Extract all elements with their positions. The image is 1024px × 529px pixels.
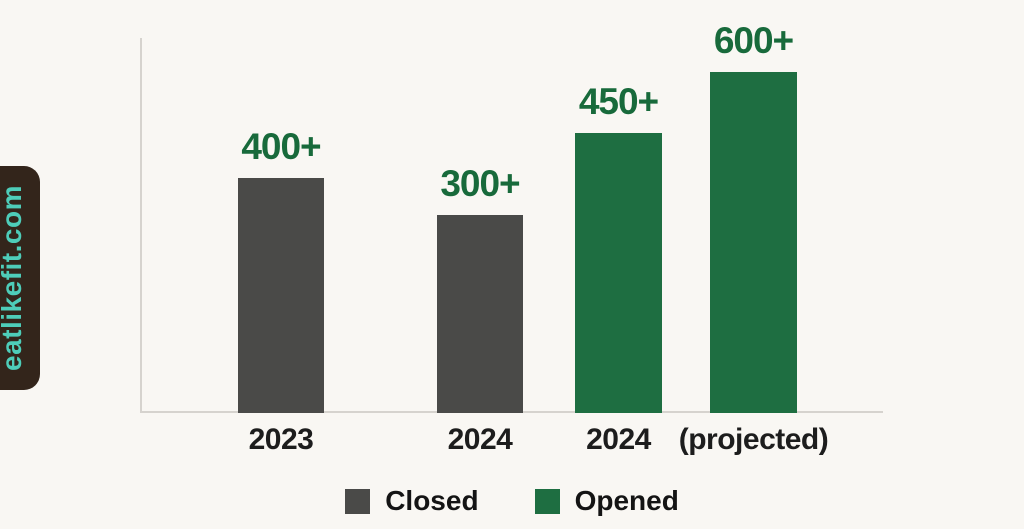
x-axis-tick-label: 2024 bbox=[447, 423, 513, 456]
y-axis-line bbox=[140, 38, 142, 413]
bar-value-label: 600+ bbox=[713, 20, 794, 61]
bar-opened-projected bbox=[710, 72, 797, 413]
x-axis-tick-label: (projected) bbox=[678, 423, 829, 456]
x-axis-tick-label: 2023 bbox=[248, 423, 314, 456]
bar-group-closed-2024: 300+ 2024 bbox=[437, 0, 523, 456]
watermark-text: eatlikefit.com bbox=[0, 185, 28, 371]
bar-value-label: 450+ bbox=[578, 81, 659, 122]
watermark-badge: eatlikefit.com bbox=[0, 166, 40, 390]
legend-label-opened: Opened bbox=[574, 485, 679, 516]
bar-opened-2024 bbox=[575, 133, 662, 413]
bar-group-opened-2024: 450+ 2024 bbox=[575, 0, 662, 456]
chart-legend: Closed Opened bbox=[0, 485, 1024, 517]
x-axis-tick-label: 2024 bbox=[586, 423, 651, 456]
legend-item-closed: Closed bbox=[345, 485, 479, 517]
legend-swatch-closed bbox=[345, 488, 371, 514]
bar-closed-2024 bbox=[437, 215, 523, 413]
bar-group-opened-projected: 600+ (projected) bbox=[679, 0, 829, 456]
legend-item-opened: Opened bbox=[534, 485, 679, 517]
bar-closed-2023 bbox=[238, 178, 324, 413]
bar-value-label: 300+ bbox=[440, 163, 520, 204]
bar-value-label: 400+ bbox=[241, 126, 321, 167]
legend-label-closed: Closed bbox=[385, 485, 479, 516]
legend-swatch-opened bbox=[534, 488, 560, 514]
bar-group-closed-2023: 400+ 2023 bbox=[238, 0, 324, 456]
